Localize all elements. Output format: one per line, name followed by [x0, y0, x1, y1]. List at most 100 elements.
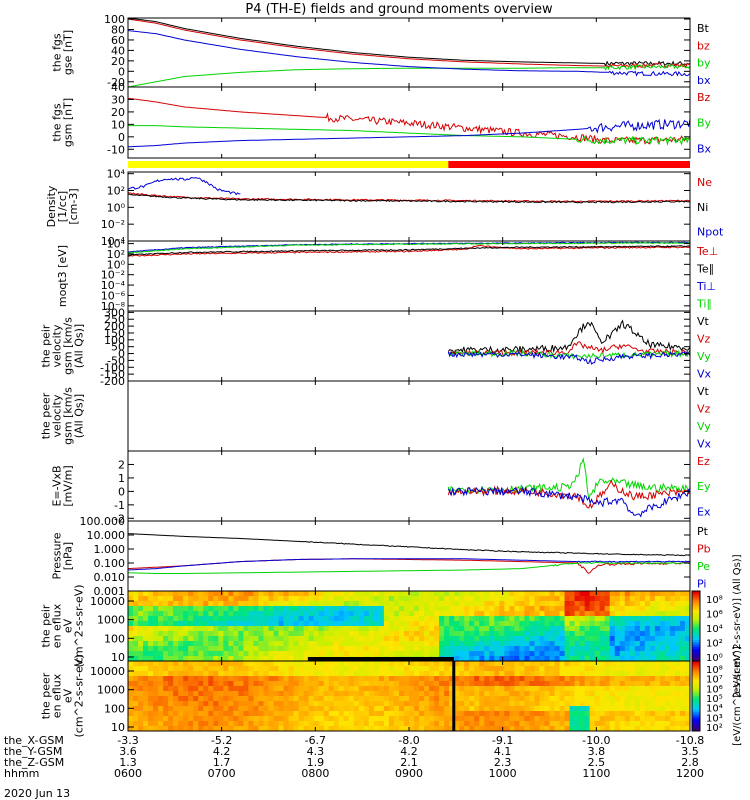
- heatmap-cell: [318, 631, 325, 637]
- heatmap-cell: [414, 616, 420, 622]
- y-tick-label: -100: [100, 361, 125, 374]
- heatmap-cell: [529, 661, 535, 667]
- heatmap-cell: [454, 726, 460, 732]
- heatmap-cell: [424, 616, 430, 622]
- heatmap-cell: [218, 671, 224, 677]
- heatmap-cell: [343, 601, 350, 607]
- heatmap-cell: [188, 611, 194, 617]
- heatmap-cell: [148, 711, 154, 717]
- heatmap-cell: [504, 686, 510, 692]
- legend-entry-vx: Vx: [697, 438, 712, 451]
- heatmap-cell: [489, 651, 495, 657]
- heatmap-cell: [444, 671, 450, 677]
- heatmap-cell: [599, 596, 606, 602]
- heatmap-cell: [529, 631, 535, 637]
- heatmap-cell: [228, 646, 234, 652]
- heatmap-cell: [393, 721, 400, 727]
- heatmap-cell: [574, 641, 581, 647]
- heatmap-cell: [639, 676, 646, 682]
- heatmap-cell: [303, 611, 310, 617]
- heatmap-cell: [318, 611, 325, 617]
- heatmap-cell: [534, 716, 540, 722]
- heatmap-cell: [298, 596, 305, 602]
- heatmap-cell: [554, 691, 560, 697]
- heatmap-cell: [158, 686, 164, 692]
- heatmap-cell: [474, 641, 480, 647]
- heatmap-cell: [373, 711, 380, 717]
- heatmap-cell: [474, 711, 480, 717]
- heatmap-cell: [308, 691, 315, 697]
- heatmap-cell: [434, 721, 440, 727]
- heatmap-cell: [333, 701, 340, 707]
- legend-entry-vz: Vz: [697, 403, 711, 416]
- heatmap-cell: [293, 636, 300, 642]
- heatmap-cell: [128, 651, 134, 657]
- heatmap-cell: [263, 671, 269, 677]
- heatmap-cell: [353, 726, 360, 732]
- heatmap-cell: [168, 641, 174, 647]
- heatmap-cell: [679, 671, 686, 677]
- heatmap-cell: [499, 671, 505, 677]
- heatmap-cell: [679, 686, 686, 692]
- heatmap-cell: [409, 721, 415, 727]
- heatmap-cell: [193, 716, 199, 722]
- heatmap-cell: [519, 681, 525, 687]
- colorbar-segment: [692, 693, 700, 697]
- heatmap-cell: [649, 706, 656, 712]
- heatmap-cell: [554, 636, 560, 642]
- heatmap-cell: [654, 621, 661, 627]
- heatmap-cell: [228, 676, 234, 682]
- heatmap-cell: [514, 686, 520, 692]
- heatmap-cell: [679, 651, 686, 657]
- heatmap-cell: [644, 706, 651, 712]
- heatmap-cell: [233, 641, 239, 647]
- heatmap-cell: [138, 621, 144, 627]
- heatmap-cell: [659, 671, 666, 677]
- heatmap-cell: [288, 591, 294, 597]
- heatmap-cell: [664, 651, 671, 657]
- heatmap-cell: [639, 651, 646, 657]
- heatmap-cell: [599, 726, 606, 732]
- heatmap-cell: [494, 591, 500, 597]
- heatmap-cell: [679, 696, 686, 702]
- heatmap-cell: [248, 721, 254, 727]
- heatmap-cell: [183, 716, 189, 722]
- heatmap-cell: [459, 691, 465, 697]
- heatmap-cell: [609, 611, 616, 617]
- heatmap-cell: [589, 621, 596, 627]
- heatmap-cell: [248, 686, 254, 692]
- heatmap-cell: [133, 696, 139, 702]
- heatmap-cell: [594, 621, 601, 627]
- heatmap-cell: [308, 591, 315, 597]
- heatmap-cell: [539, 651, 545, 657]
- heatmap-cell: [564, 671, 570, 677]
- heatmap-cell: [429, 651, 435, 657]
- heatmap-cell: [358, 616, 365, 622]
- heatmap-cell: [504, 701, 510, 707]
- heatmap-cell: [614, 661, 621, 667]
- heatmap-cell: [288, 696, 294, 702]
- heatmap-cell: [519, 606, 525, 612]
- heatmap-cell: [173, 601, 179, 607]
- heatmap-cell: [188, 601, 194, 607]
- heatmap-cell: [223, 601, 229, 607]
- heatmap-cell: [499, 696, 505, 702]
- heatmap-cell: [293, 601, 300, 607]
- heatmap-cell: [378, 626, 385, 632]
- colorbar-segment: [692, 705, 700, 709]
- heatmap-cell: [193, 676, 199, 682]
- heatmap-cell: [624, 716, 631, 722]
- x-axis-value: 4.2: [400, 745, 418, 758]
- heatmap-cell: [333, 676, 340, 682]
- heatmap-cell: [634, 611, 641, 617]
- heatmap-cell: [434, 681, 440, 687]
- heatmap-cell: [529, 706, 535, 712]
- heatmap-cell: [148, 686, 154, 692]
- heatmap-cell: [163, 671, 169, 677]
- heatmap-cell: [348, 721, 355, 727]
- heatmap-cell: [303, 616, 310, 622]
- heatmap-cell: [604, 726, 611, 732]
- heatmap-cell: [323, 706, 330, 712]
- heatmap-cell: [213, 631, 219, 637]
- heatmap-cell: [459, 651, 465, 657]
